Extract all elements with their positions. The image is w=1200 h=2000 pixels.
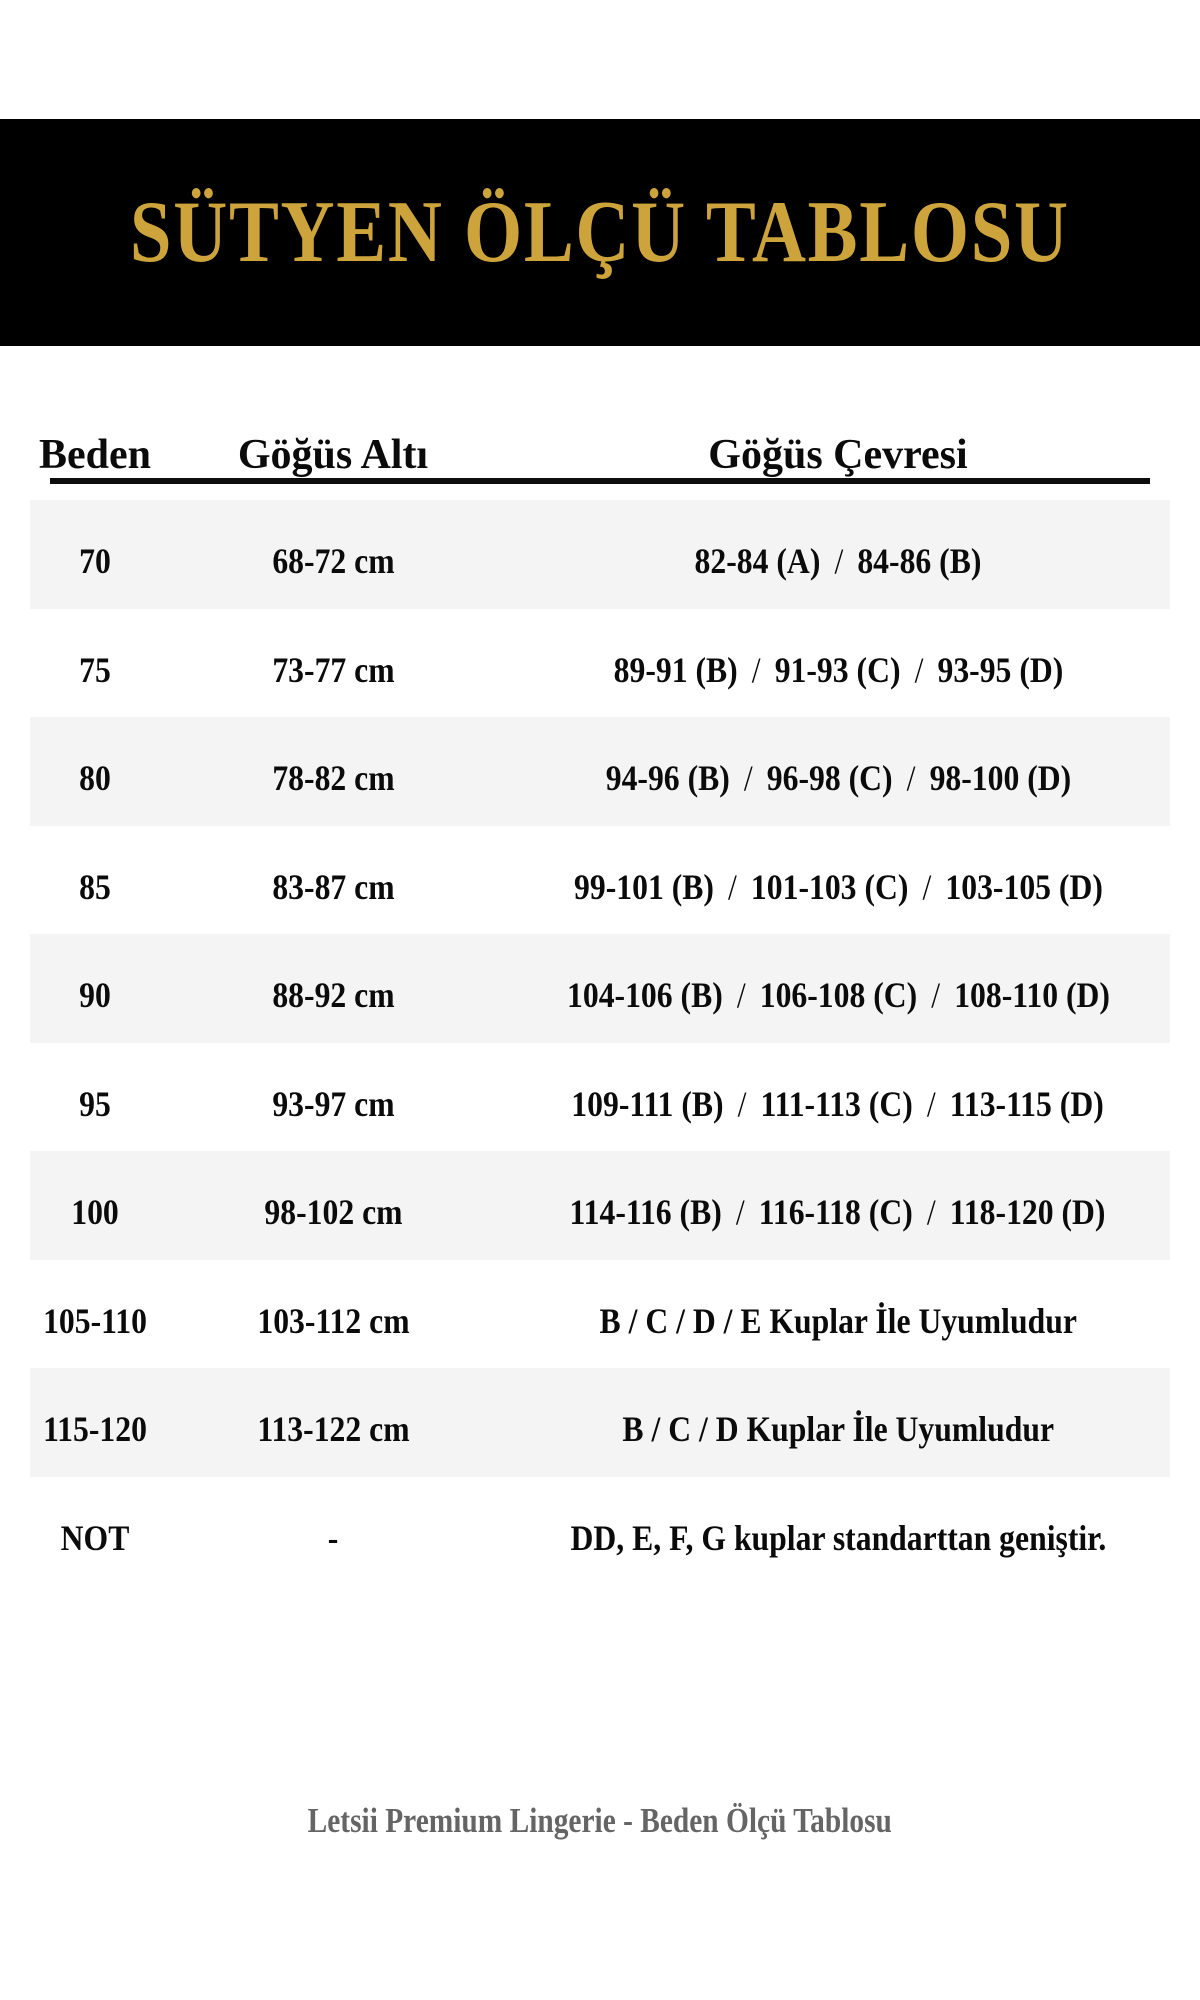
cell-gogus-cevresi: 99-101 (B) / 101-103 (C) / 103-105 (D) xyxy=(506,855,1170,905)
cell-gogus-alti: 73-77 cm xyxy=(271,649,395,690)
header-gogus-cevresi: Göğüs Çevresi xyxy=(708,432,968,478)
table-row: 100 98-102 cm 114-116 (B) / 116-118 (C) / 118-… xyxy=(30,1151,1170,1260)
range-segment: 114-116 (B) xyxy=(570,1192,723,1233)
footer-caption: Letsii Premium Lingerie - Beden Ölçü Tab… xyxy=(0,1795,1200,1845)
table-row: 105-110 103-112 cm B / C / D / E Kuplar İl… xyxy=(30,1259,1170,1368)
table-rows: 70 68-72 cm 82-84 (A) / 84-86 (B) 75 73-77 cm 8… xyxy=(30,500,1170,1585)
cell-gogus-cevresi: 114-116 (B) / 116-118 (C) / 118-120 (D) xyxy=(506,1180,1170,1230)
range-segment: 96-98 (C) xyxy=(766,758,893,799)
cell-gogus-alti: 93-97 cm xyxy=(271,1083,395,1124)
cell-beden: 85 xyxy=(79,866,111,907)
range-segment: 99-101 (B) xyxy=(573,866,714,907)
cell-gogus-cevresi: 104-106 (B) / 106-108 (C) / 108-110 (D) xyxy=(506,963,1170,1013)
segment-separator: / xyxy=(736,1192,746,1233)
segment-separator: / xyxy=(738,1083,747,1124)
cell-beden: 105-110 xyxy=(43,1300,147,1341)
table-row: 80 78-82 cm 94-96 (B) / 96-98 (C) / 98-100 (D) xyxy=(30,717,1170,826)
cell-beden: 115-120 xyxy=(43,1409,147,1450)
cell-gogus-alti: 68-72 cm xyxy=(271,541,395,582)
cell-beden: 95 xyxy=(79,1083,111,1124)
table-row: 85 83-87 cm 99-101 (B) / 101-103 (C) / 103-105… xyxy=(30,825,1170,934)
segment-separator: / xyxy=(930,975,940,1016)
range-segment: 111-113 (C) xyxy=(761,1083,914,1124)
header-gogus-alti: Göğüs Altı xyxy=(237,432,429,478)
cell-gogus-alti: 83-87 cm xyxy=(271,866,395,907)
range-segment: 103-105 (D) xyxy=(944,866,1103,907)
range-segment: 93-95 (D) xyxy=(936,649,1063,690)
table-row: NOT - DD, E, F, G kuplar standarttan geniş… xyxy=(30,1476,1170,1585)
range-segment: 113-115 (D) xyxy=(950,1083,1105,1124)
segment-separator: / xyxy=(736,975,746,1016)
range-segment: B / C / D / E Kuplar İle Uyumludur xyxy=(599,1300,1077,1341)
header-beden: Beden xyxy=(38,432,151,478)
segment-separator: / xyxy=(906,758,915,799)
table-header-row: Beden Göğüs Altı Göğüs Çevresi xyxy=(30,412,1170,476)
cell-gogus-alti: 88-92 cm xyxy=(271,975,395,1016)
cell-gogus-cevresi: B / C / D Kuplar İle Uyumludur xyxy=(506,1397,1170,1447)
range-segment: DD, E, F, G kuplar standarttan geniştir. xyxy=(570,1517,1106,1558)
cell-beden: 70 xyxy=(79,541,111,582)
range-segment: 91-93 (C) xyxy=(774,649,901,690)
cell-gogus-alti: 98-102 cm xyxy=(263,1192,403,1233)
segment-separator: / xyxy=(751,649,761,690)
cell-gogus-cevresi: 89-91 (B) / 91-93 (C) / 93-95 (D) xyxy=(506,638,1170,688)
range-segment: 101-103 (C) xyxy=(750,866,908,907)
cell-gogus-alti: - xyxy=(327,1517,339,1558)
page-title: SÜTYEN ÖLÇÜ TABLOSU xyxy=(130,184,1070,281)
cell-gogus-alti: 78-82 cm xyxy=(271,758,395,799)
cell-gogus-cevresi: 82-84 (A) / 84-86 (B) xyxy=(506,529,1170,579)
table-row: 95 93-97 cm 109-111 (B) / 111-113 (C) / 113-11… xyxy=(30,1042,1170,1151)
title-banner: SÜTYEN ÖLÇÜ TABLOSU xyxy=(0,119,1200,346)
table-row: 90 88-92 cm 104-106 (B) / 106-108 (C) / 108-11… xyxy=(30,934,1170,1043)
range-segment: 94-96 (B) xyxy=(605,758,730,799)
cell-gogus-cevresi: DD, E, F, G kuplar standarttan geniştir. xyxy=(506,1506,1170,1556)
range-segment: 109-111 (B) xyxy=(571,1083,725,1124)
range-segment: B / C / D Kuplar İle Uyumludur xyxy=(622,1409,1054,1450)
segment-separator: / xyxy=(914,649,923,690)
cell-beden: NOT xyxy=(60,1517,130,1558)
range-segment: 82-84 (A) xyxy=(694,541,821,582)
cell-beden: 80 xyxy=(79,758,111,799)
cell-gogus-alti: 113-122 cm xyxy=(256,1409,410,1450)
segment-separator: / xyxy=(834,541,844,582)
range-segment: 84-86 (B) xyxy=(857,541,982,582)
table-row: 115-120 113-122 cm B / C / D Kuplar İle Uy… xyxy=(30,1368,1170,1477)
header-divider xyxy=(50,478,1150,484)
cell-gogus-cevresi: 109-111 (B) / 111-113 (C) / 113-115 (D) xyxy=(506,1072,1170,1122)
segment-separator: / xyxy=(927,1083,937,1124)
cell-gogus-cevresi: B / C / D / E Kuplar İle Uyumludur xyxy=(506,1289,1170,1339)
range-segment: 98-100 (D) xyxy=(929,758,1071,799)
cell-gogus-alti: 103-112 cm xyxy=(256,1300,410,1341)
table-row: 70 68-72 cm 82-84 (A) / 84-86 (B) xyxy=(30,500,1170,609)
range-segment: 108-110 (D) xyxy=(953,975,1110,1016)
range-segment: 89-91 (B) xyxy=(613,649,738,690)
cell-beden: 75 xyxy=(79,649,111,690)
segment-separator: / xyxy=(727,866,737,907)
footer-text: Letsii Premium Lingerie - Beden Ölçü Tab… xyxy=(307,1800,893,1840)
range-segment: 116-118 (C) xyxy=(759,1192,914,1233)
cell-gogus-cevresi: 94-96 (B) / 96-98 (C) / 98-100 (D) xyxy=(506,746,1170,796)
cell-beden: 90 xyxy=(79,975,111,1016)
cell-beden: 100 xyxy=(71,1192,119,1233)
range-segment: 106-108 (C) xyxy=(759,975,917,1016)
segment-separator: / xyxy=(922,866,931,907)
range-segment: 104-106 (B) xyxy=(566,975,723,1016)
segment-separator: / xyxy=(927,1192,937,1233)
segment-separator: / xyxy=(743,758,753,799)
range-segment: 118-120 (D) xyxy=(950,1192,1106,1233)
table-row: 75 73-77 cm 89-91 (B) / 91-93 (C) / 93-95 (D) xyxy=(30,608,1170,717)
